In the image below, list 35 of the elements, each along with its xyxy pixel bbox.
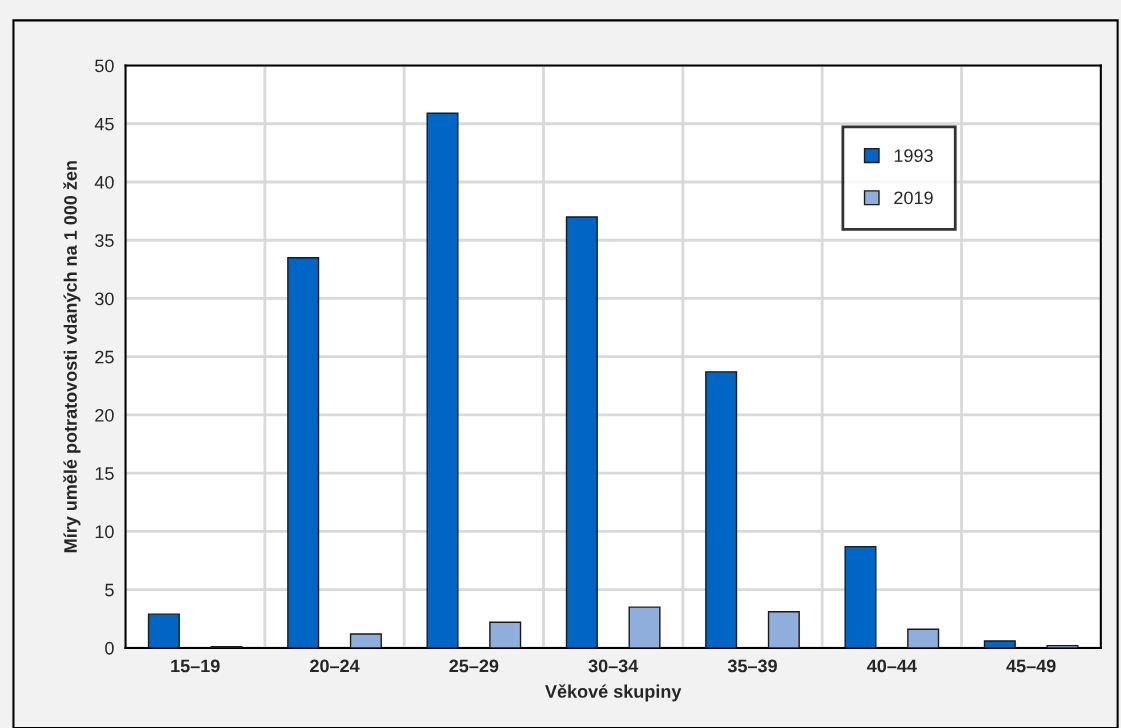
x-tick-label: 30–34 — [588, 659, 639, 673]
y-axis-title: Míry umělé potratovosti vdaných na 1 000 žen — [63, 161, 81, 553]
x-tick-label: 25–29 — [449, 659, 499, 673]
bar — [983, 640, 1016, 648]
bar — [844, 545, 877, 648]
y-tick-label: 20 — [95, 408, 114, 422]
bar — [287, 257, 320, 648]
x-tick-label: 15–19 — [171, 659, 220, 673]
y-tick-label: 40 — [94, 175, 114, 189]
legend-label: 1993 — [894, 149, 933, 162]
y-tick-label: 0 — [105, 641, 114, 655]
y-tick-label: 10 — [95, 525, 114, 539]
y-tick-label: 5 — [105, 583, 114, 597]
x-tick-label: 45–49 — [1006, 659, 1056, 673]
bar — [565, 216, 598, 648]
x-tick-label: 35–39 — [727, 659, 777, 673]
y-tick-label: 35 — [95, 234, 114, 247]
bar — [767, 611, 800, 648]
bar — [147, 613, 180, 648]
legend-label: 2019 — [894, 191, 933, 205]
bar — [628, 606, 661, 648]
x-tick-label: 40–44 — [867, 659, 917, 673]
bar — [705, 371, 738, 648]
bar — [426, 112, 459, 648]
bar — [349, 633, 382, 648]
bar — [907, 628, 940, 648]
y-tick-label: 50 — [95, 59, 114, 73]
y-tick-label: 30 — [95, 292, 114, 306]
bar — [1046, 644, 1079, 648]
x-axis-title: Věkové skupiny — [545, 684, 682, 702]
y-tick-label: 45 — [94, 117, 114, 131]
bar — [489, 621, 522, 648]
y-tick-label: 25 — [95, 350, 114, 364]
x-tick-label: 20–24 — [310, 659, 360, 673]
y-tick-label: 15 — [95, 467, 114, 480]
